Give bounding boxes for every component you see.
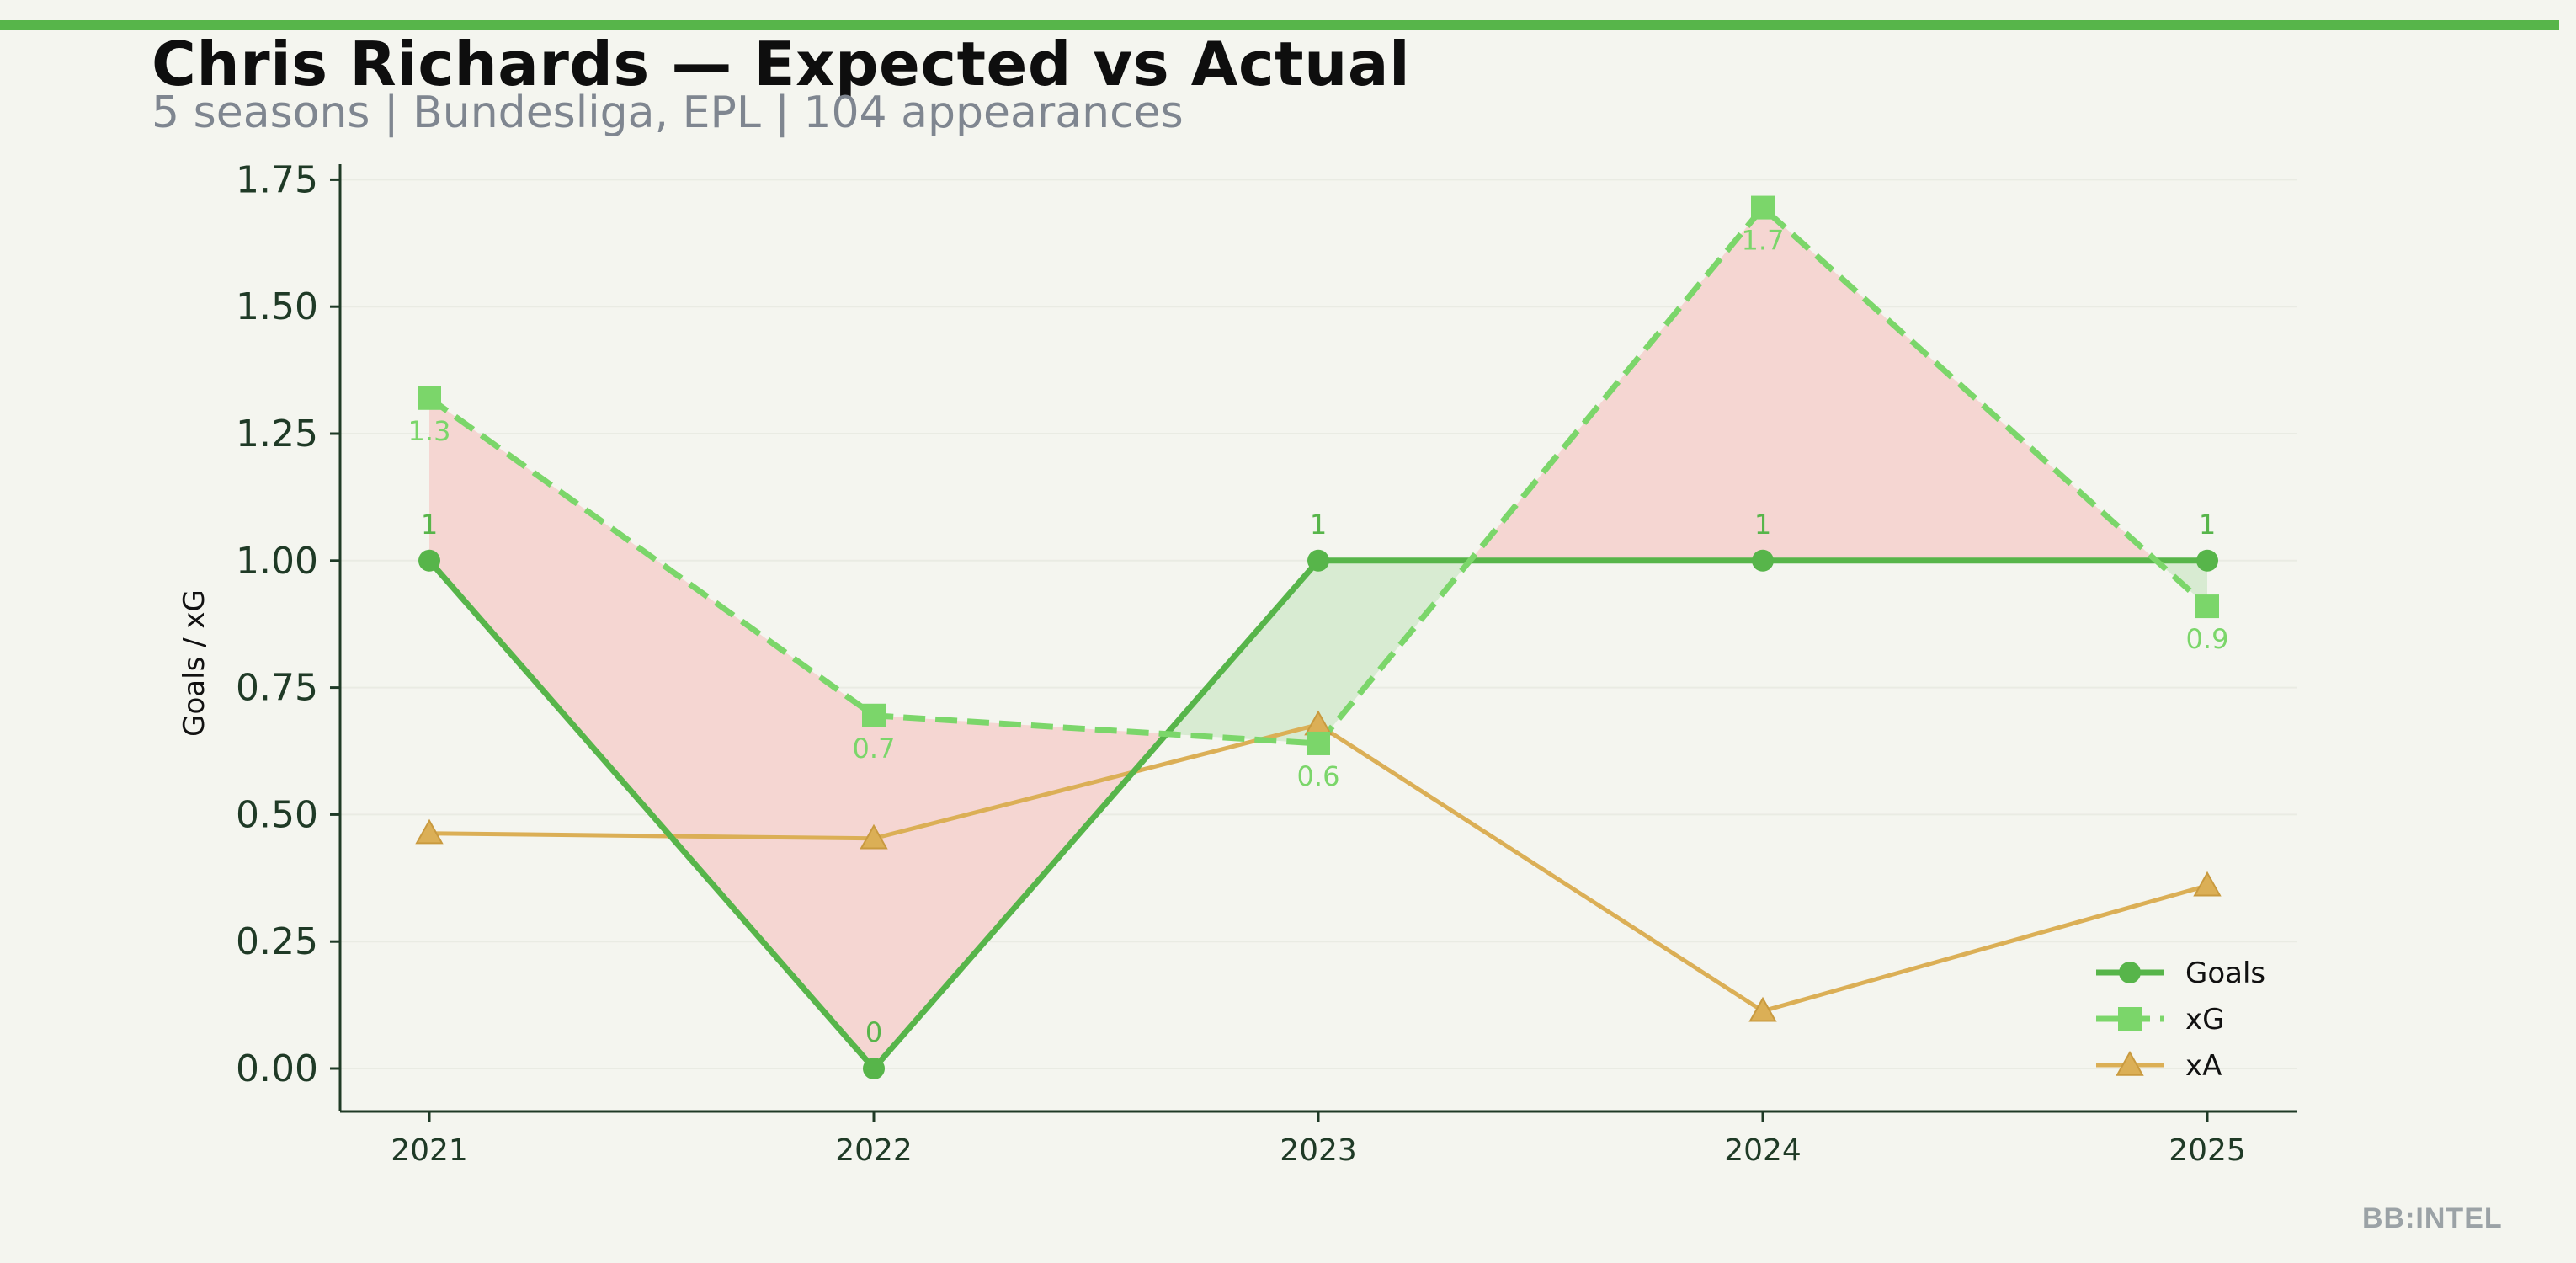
gap-fill [429,397,874,1068]
y-tick-label: 0.50 [236,793,318,836]
xg-marker [1751,195,1775,220]
xg-line [427,203,2210,747]
gap-fill-areas [429,207,2207,1068]
y-tick-label: 1.50 [236,285,318,328]
goals-marker [1307,549,1329,572]
goals-data-label: 0 [865,1016,882,1048]
legend-xg-marker [2118,1007,2142,1031]
xg-data-label: 0.6 [1297,760,1340,792]
legend-xa-label: xA [2185,1049,2222,1083]
goals-data-label: 1 [2199,509,2216,541]
xg-data-label: 0.7 [853,733,896,765]
chart-title: Chris Richards — Expected vs Actual [152,29,1411,99]
goals-data-label: 1 [1310,509,1327,541]
xa-marker [860,823,888,850]
xa-marker [415,818,444,845]
xg-data-label: 1.7 [1742,225,1785,257]
y-tick-label: 1.75 [236,158,318,201]
chart-subtitle: 5 seasons | Bundesliga, EPL | 104 appear… [152,88,1184,138]
xg-marker [2195,594,2219,619]
legend: Goals xG xA [2096,957,2265,1083]
goals-data-label: 1 [1754,509,1771,541]
axes: 0.00 0.25 0.50 0.75 1.00 1.25 1.50 1.75 2021 2022… [236,158,2297,1168]
xg-marker [418,386,441,410]
xa-marker [2193,871,2222,897]
y-axis-label: Goals / xG [178,589,211,737]
legend-goals-label: Goals [2185,957,2265,990]
goals-marker [863,1058,885,1079]
x-tick-label: 2021 [391,1133,468,1168]
y-tick-label: 0.00 [236,1047,318,1090]
y-tick-label: 0.25 [236,920,318,963]
data-labels: 1 0 1 1 1 1.3 0.7 0.6 1.7 0.9 [408,225,2229,1048]
x-tick-label: 2023 [1280,1133,1357,1168]
xg-marker [1307,731,1330,755]
xg-marker [862,703,886,727]
xg-data-label: 1.3 [408,415,451,447]
legend-xg-label: xG [2185,1003,2224,1037]
goals-marker [2196,549,2218,572]
y-tick-label: 0.75 [236,667,318,710]
x-tick-label: 2024 [1724,1133,1802,1168]
x-tick-label: 2025 [2169,1133,2246,1168]
legend-xa-marker [2116,1050,2144,1076]
watermark: BB:INTEL [2362,1202,2503,1234]
y-tick-label: 1.00 [236,540,318,583]
series-markers [415,195,2222,1079]
xg-data-label: 0.9 [2186,623,2229,655]
accent-bar [0,20,2559,30]
xa-marker [1748,996,1777,1022]
goals-marker [418,549,440,572]
y-tick-label: 1.25 [236,413,318,456]
legend-goals-marker [2119,962,2141,983]
goals-data-label: 1 [421,509,438,541]
gap-fill [874,715,1167,1068]
x-tick-label: 2022 [835,1133,913,1168]
goals-marker [1752,549,1774,572]
